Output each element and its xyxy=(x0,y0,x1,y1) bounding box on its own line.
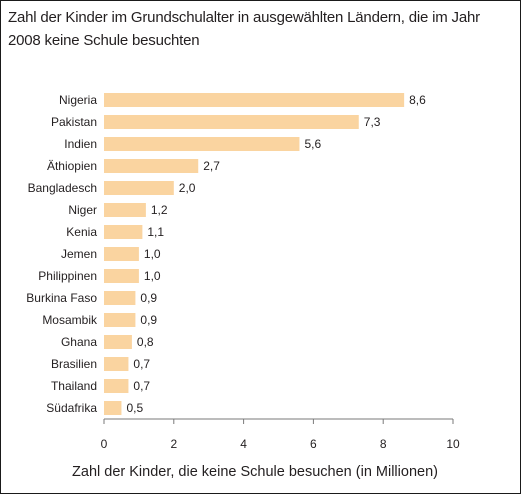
bar-südafrika xyxy=(104,401,122,415)
value-label: 0,5 xyxy=(126,401,143,415)
x-tick-label: 8 xyxy=(380,437,387,451)
bar-indien xyxy=(104,137,300,151)
x-tick-label: 10 xyxy=(446,437,460,451)
value-label: 7,3 xyxy=(364,115,381,129)
bar-philippinen xyxy=(104,269,139,283)
value-label: 0,8 xyxy=(137,335,154,349)
category-label: Burkina Faso xyxy=(26,291,97,305)
bar-pakistan xyxy=(104,115,359,129)
value-label: 1,0 xyxy=(144,269,161,283)
value-label: 1,0 xyxy=(144,247,161,261)
x-tick-label: 0 xyxy=(101,437,108,451)
category-label: Jemen xyxy=(61,247,97,261)
value-label: 1,1 xyxy=(147,225,164,239)
bar-äthiopien xyxy=(104,159,199,173)
value-label: 2,7 xyxy=(203,159,220,173)
bar-bangladesch xyxy=(104,181,174,195)
bar-ghana xyxy=(104,335,132,349)
category-label: Pakistan xyxy=(51,115,97,129)
category-label: Bangladesch xyxy=(28,181,97,195)
bar-brasilien xyxy=(104,357,129,371)
bar-niger xyxy=(104,203,146,217)
category-label: Südafrika xyxy=(46,401,97,415)
bar-burkina-faso xyxy=(104,291,136,305)
x-tick-label: 6 xyxy=(310,437,317,451)
category-label: Brasilien xyxy=(51,357,97,371)
bar-kenia xyxy=(104,225,143,239)
value-label: 0,7 xyxy=(133,357,150,371)
category-label: Niger xyxy=(68,203,97,217)
bar-thailand xyxy=(104,379,129,393)
category-label: Indien xyxy=(64,137,97,151)
value-label: 1,2 xyxy=(151,203,168,217)
x-axis-label: Zahl der Kinder, die keine Schule besuch… xyxy=(72,464,438,480)
value-label: 0,9 xyxy=(140,313,157,327)
category-label: Thailand xyxy=(51,379,97,393)
value-label: 5,6 xyxy=(304,137,321,151)
category-label: Nigeria xyxy=(59,93,97,107)
bar-jemen xyxy=(104,247,139,261)
category-label: Philippinen xyxy=(38,269,97,283)
category-label: Kenia xyxy=(66,225,97,239)
bar-nigeria xyxy=(104,93,405,107)
category-label: Ghana xyxy=(61,335,97,349)
x-tick-label: 4 xyxy=(240,437,247,451)
value-label: 0,9 xyxy=(140,291,157,305)
x-tick-label: 2 xyxy=(170,437,177,451)
value-label: 0,7 xyxy=(133,379,150,393)
bar-mosambik xyxy=(104,313,136,327)
value-label: 8,6 xyxy=(409,93,426,107)
category-label: Äthiopien xyxy=(47,159,97,173)
category-label: Mosambik xyxy=(42,313,98,327)
chart-title: Zahl der Kinder im Grundschulalter in au… xyxy=(8,9,480,49)
value-label: 2,0 xyxy=(179,181,196,195)
